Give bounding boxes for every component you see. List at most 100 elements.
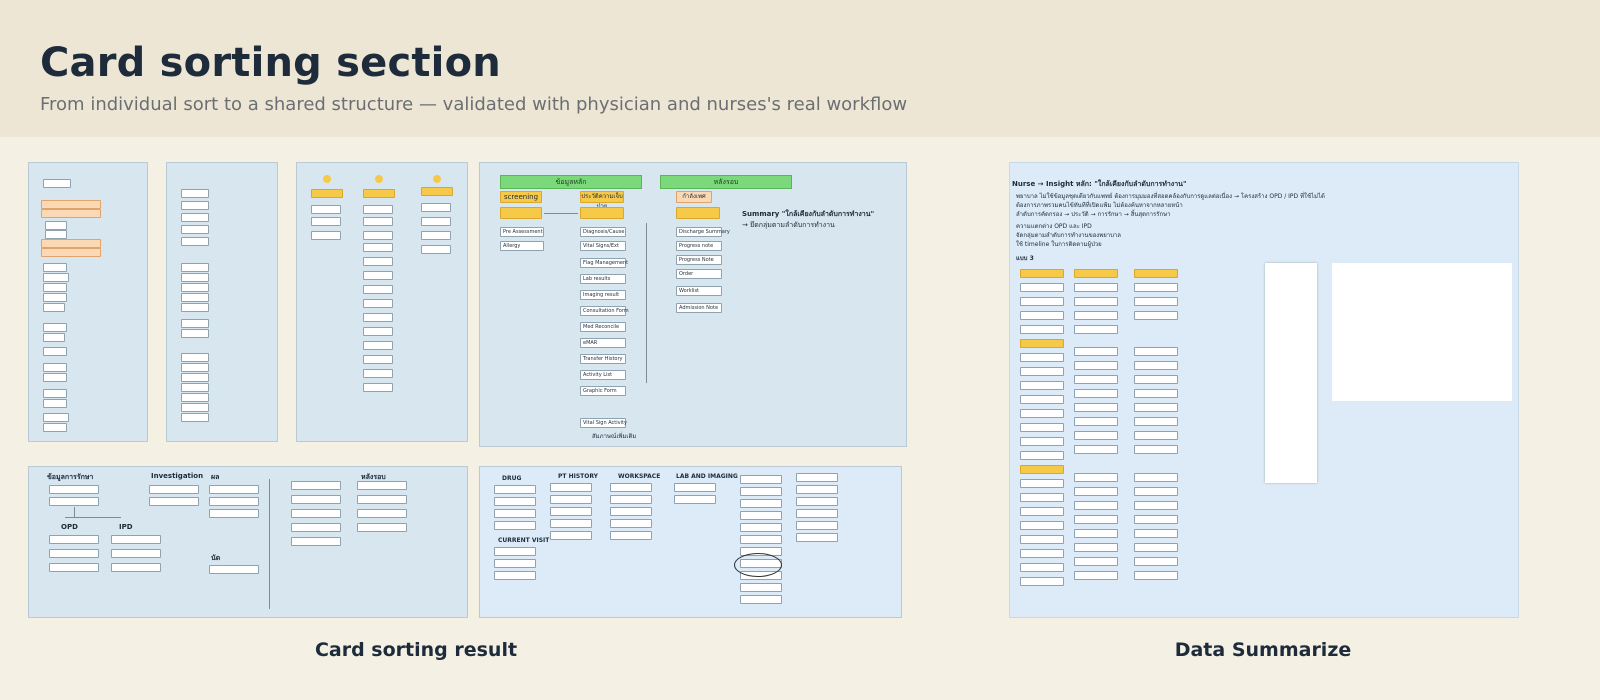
sort-card (796, 497, 838, 506)
sort-card (1020, 283, 1064, 292)
sort-card (796, 473, 838, 482)
card-sort-board-main: ข้อมูลหลัก หลังรอบ screening ประวัติความ… (479, 162, 907, 447)
summary-subtitle: → ยึดกลุ่มตามลำดับการทำงาน (742, 221, 835, 229)
sort-card (1074, 297, 1118, 306)
sort-card (1134, 347, 1178, 356)
sort-card (494, 509, 536, 518)
sort-card (357, 481, 407, 490)
group-header: ผล (211, 473, 220, 481)
sort-card (1074, 487, 1118, 496)
sort-card (209, 509, 259, 518)
group-header: ข้อมูลการรักษา (47, 473, 94, 481)
sort-card (796, 533, 838, 542)
sort-card (49, 549, 99, 558)
sort-card (363, 271, 393, 280)
summary-label: แบบ 3 (1016, 255, 1034, 262)
sort-card (1134, 431, 1178, 440)
sort-card (363, 313, 393, 322)
sort-card (740, 487, 782, 496)
mid-card: Vital Sign Activity (580, 418, 627, 428)
sort-card (1134, 557, 1178, 566)
group-header: LAB AND IMAGING (676, 473, 738, 480)
sort-card (311, 231, 341, 240)
column-header-after: หลังรอบ (660, 175, 792, 189)
sort-card (676, 207, 720, 219)
mid-card: Activity List (580, 370, 626, 380)
sort-card (1074, 543, 1118, 552)
page-title: Card sorting section (40, 40, 501, 86)
sort-card (740, 535, 782, 544)
sort-card (1134, 311, 1178, 320)
sort-card (796, 485, 838, 494)
sort-card (181, 303, 209, 312)
group-appointment: นัด (211, 554, 221, 562)
sort-card (41, 239, 101, 248)
sort-card (1074, 403, 1118, 412)
sort-card (49, 535, 99, 544)
sort-card (357, 523, 407, 532)
sort-card (363, 243, 393, 252)
sort-card (181, 353, 209, 362)
sort-card (1074, 389, 1118, 398)
sort-card (494, 559, 536, 568)
sort-card (1134, 283, 1178, 292)
after-card: Worklist (676, 286, 722, 296)
sort-card (1020, 367, 1064, 376)
sort-card (43, 273, 69, 282)
card-pre-assessment: Pre Assessment (500, 227, 544, 237)
sort-card (610, 531, 652, 540)
summary-title: Summary "ใกล้เคียงกับลำดับการทำงาน" (742, 210, 875, 218)
sort-card (1074, 361, 1118, 370)
card-sort-board-4: ข้อมูลการรักษา Investigation ผล หลังรอบ … (28, 466, 468, 618)
sort-card (1020, 479, 1064, 488)
sort-card (1074, 269, 1118, 278)
after-card: Admission Note (676, 303, 722, 313)
sort-card (181, 213, 209, 222)
sort-card (43, 293, 67, 302)
sort-card (421, 203, 451, 212)
after-card: Discharge Summary (676, 227, 730, 237)
sort-card (421, 217, 451, 226)
sort-card (363, 231, 393, 240)
sort-card (610, 483, 652, 492)
sort-card (43, 363, 67, 372)
summary-bullet: ใช้ timeline ในการติดตามผู้ป่วย (1016, 241, 1102, 248)
card-sort-board-2 (166, 162, 278, 442)
sort-card (1074, 571, 1118, 580)
sort-card (580, 207, 624, 219)
sort-card (209, 565, 259, 574)
group-marker (433, 175, 441, 183)
sort-card (363, 355, 393, 364)
sort-card (1020, 493, 1064, 502)
sort-card (43, 347, 67, 356)
column-header-main: ข้อมูลหลัก (500, 175, 642, 189)
mid-card: Consultation Form (580, 306, 629, 316)
sort-card (181, 237, 209, 246)
sort-card (494, 547, 536, 556)
sort-card (1074, 529, 1118, 538)
sort-card (674, 483, 716, 492)
sort-card (1074, 347, 1118, 356)
sort-card (1074, 311, 1118, 320)
sort-card (181, 319, 209, 328)
group-marker (375, 175, 383, 183)
sort-card (1020, 339, 1064, 348)
sort-card (494, 497, 536, 506)
connector (74, 507, 75, 517)
sort-card (1020, 549, 1064, 558)
summary-bullet: ความแตกต่าง OPD และ IPD (1016, 223, 1092, 230)
sort-card (1134, 473, 1178, 482)
sort-card (209, 497, 259, 506)
summary-bullet: ลำดับการคัดกรอง → ประวัติ → การรักษา → ส… (1016, 211, 1171, 218)
after-card: Order (676, 269, 722, 279)
sort-card (421, 187, 453, 196)
sort-card (740, 475, 782, 484)
group-header: PT HISTORY (558, 473, 598, 480)
sort-card (1074, 445, 1118, 454)
sort-card (181, 293, 209, 302)
sort-card (181, 329, 209, 338)
sort-card (181, 373, 209, 382)
sort-card (111, 535, 161, 544)
sort-card (421, 245, 451, 254)
sort-card (1074, 501, 1118, 510)
